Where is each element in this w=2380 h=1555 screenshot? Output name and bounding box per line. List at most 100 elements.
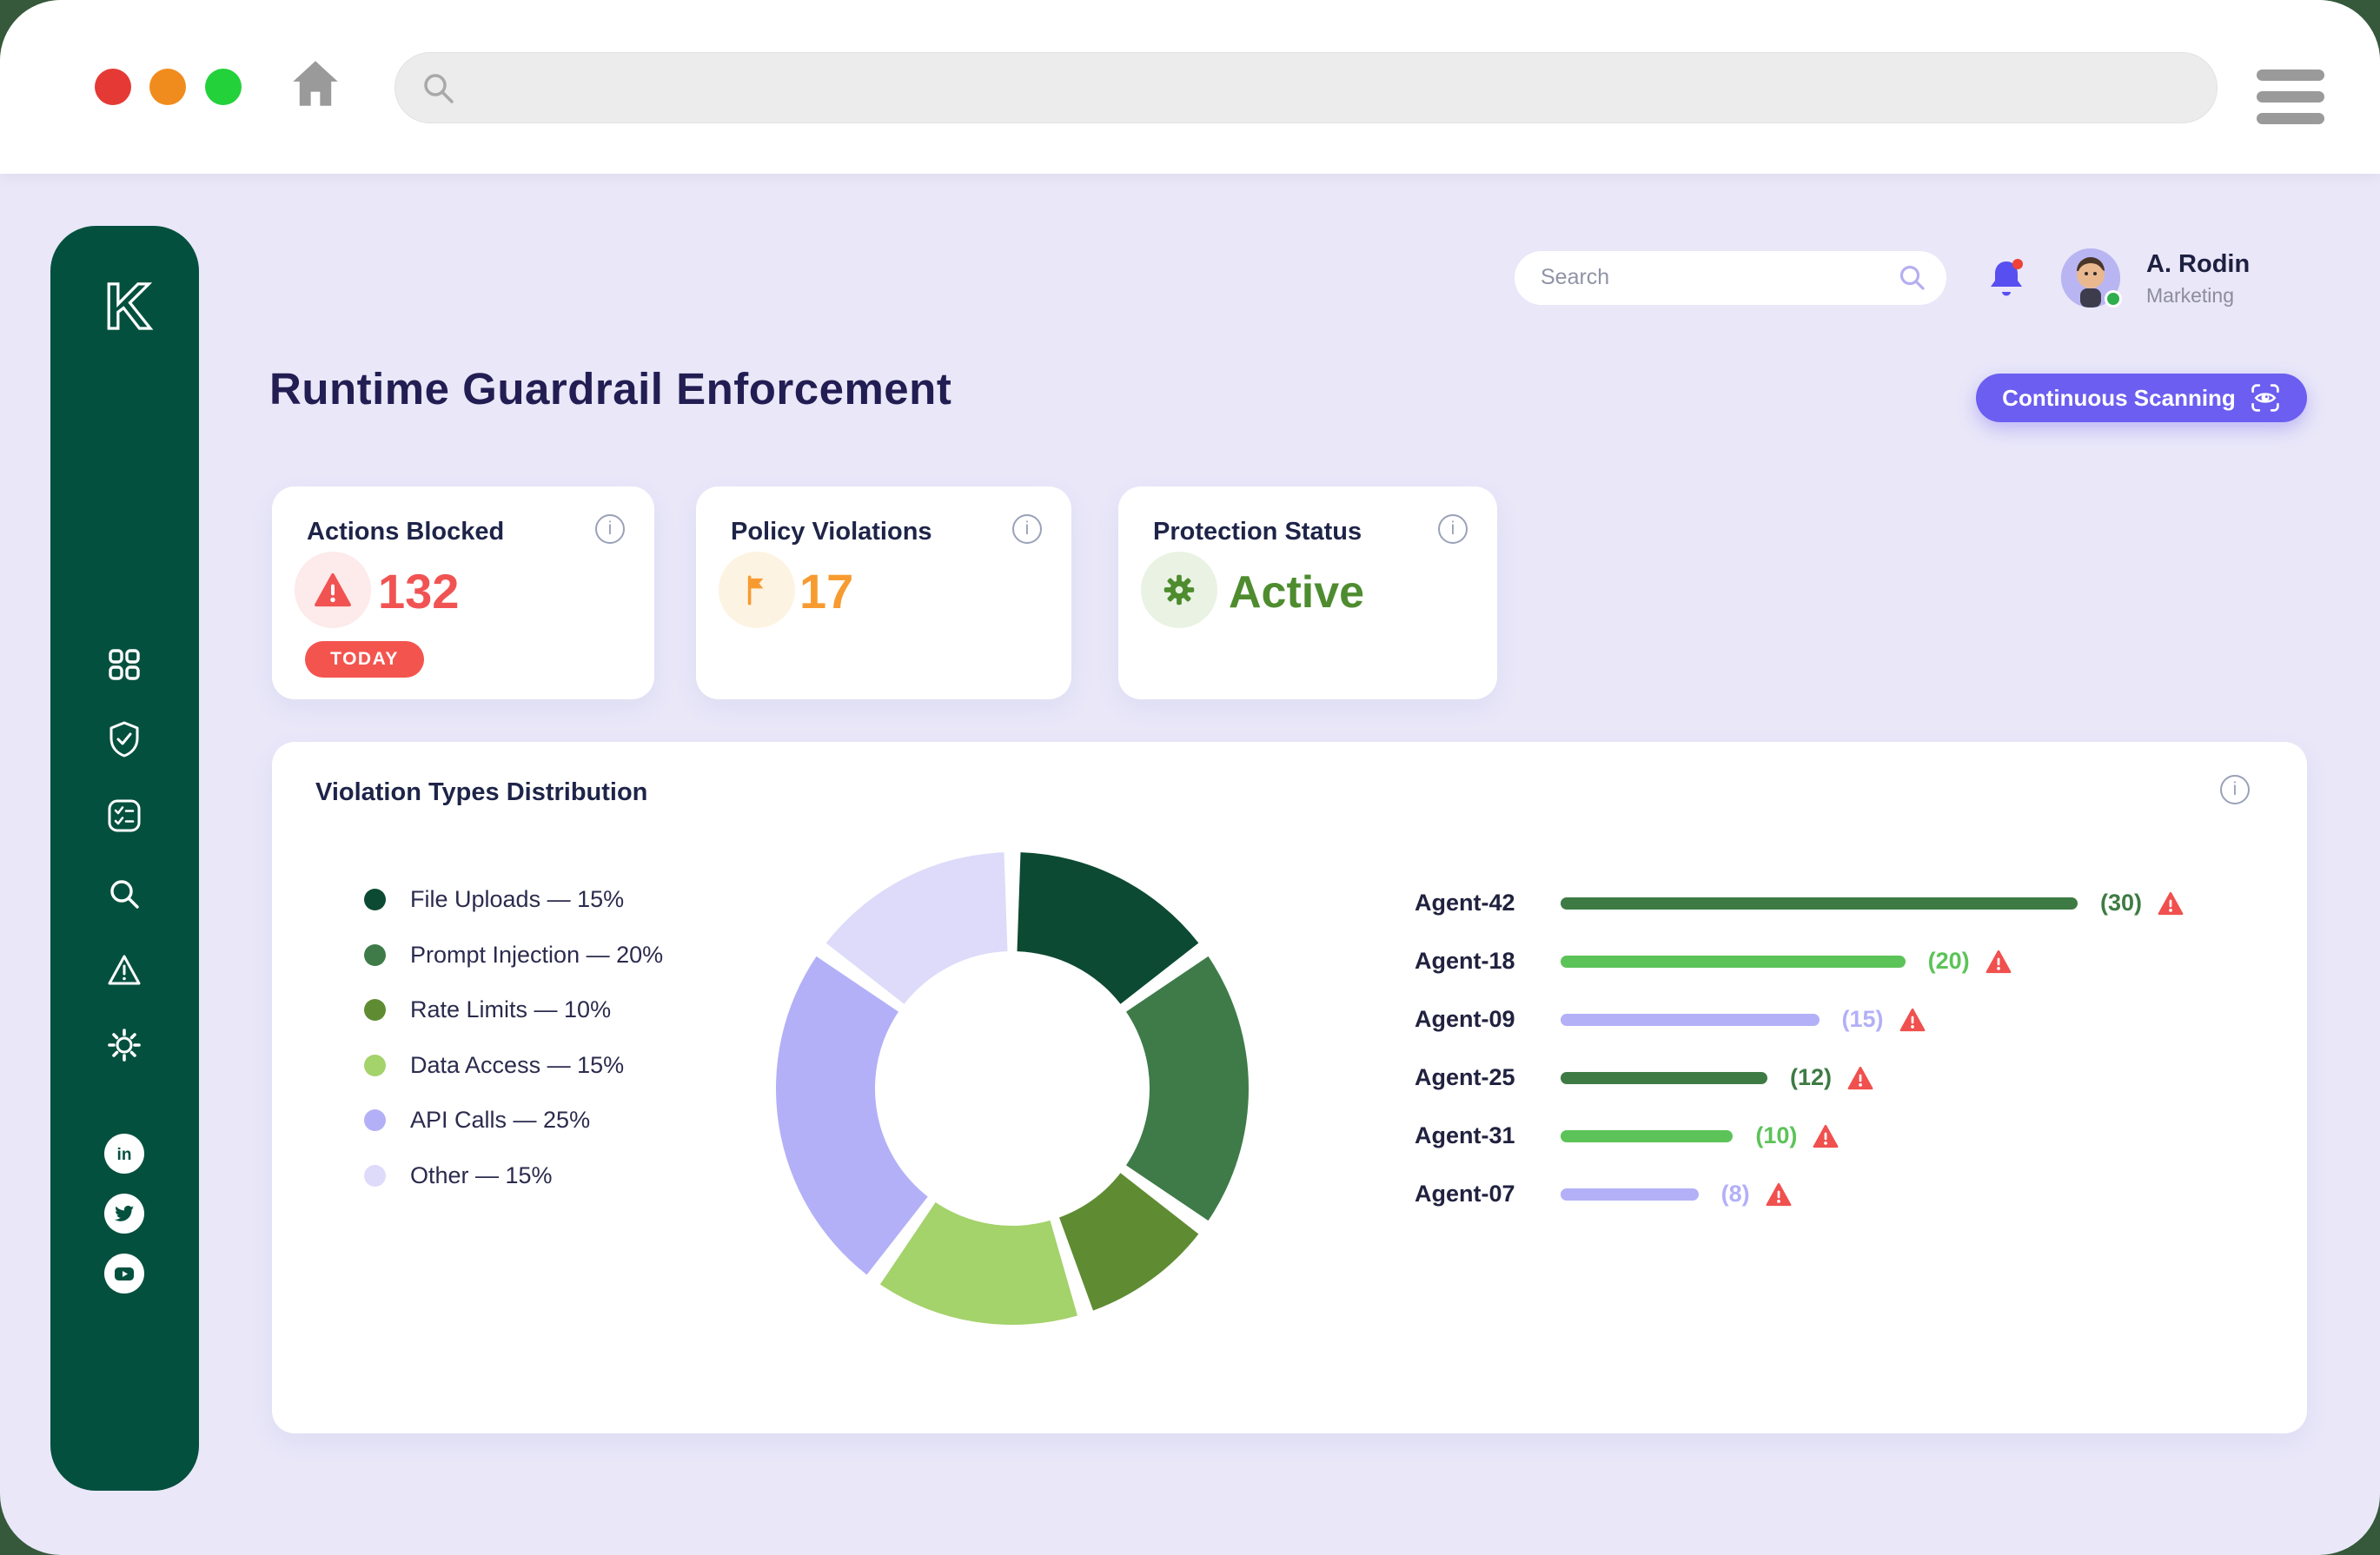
legend-label: Other — 15% [410, 1162, 553, 1189]
legend-label: Rate Limits — 10% [410, 996, 611, 1023]
browser-search-input[interactable] [474, 53, 2168, 122]
browser-chrome [0, 0, 2380, 174]
card-title: Protection Status [1153, 518, 1362, 546]
continuous-scanning-button[interactable]: Continuous Scanning [1976, 374, 2307, 422]
warning-triangle-icon[interactable] [1899, 1008, 1926, 1032]
brand-logo-k[interactable]: K [90, 271, 165, 346]
legend-label: API Calls — 25% [410, 1107, 590, 1134]
youtube-icon[interactable] [104, 1254, 144, 1294]
legend-dot [364, 944, 386, 966]
search-icon[interactable] [104, 874, 144, 914]
search-icon [420, 69, 458, 108]
legend-label: Data Access — 15% [410, 1052, 624, 1079]
agent-row: Agent-18 (20) [1415, 932, 2184, 990]
traffic-light-minimize[interactable] [149, 69, 186, 105]
legend-item: API Calls — 25% [364, 1093, 663, 1148]
donut-slice-prompt-injection[interactable] [1126, 956, 1249, 1221]
donut-slice-api-calls[interactable] [776, 956, 928, 1274]
warning-triangle-icon[interactable] [1847, 1066, 1873, 1090]
alerts-warning-icon[interactable] [104, 950, 144, 990]
notification-bell-icon[interactable] [1985, 256, 2028, 300]
policy-checklist-icon[interactable] [104, 796, 144, 836]
legend-dot [364, 999, 386, 1021]
agent-row: Agent-42 (30) [1415, 874, 2184, 932]
info-icon[interactable]: i [1012, 514, 1042, 544]
legend-dot [364, 889, 386, 910]
sidebar: K [50, 226, 199, 1491]
linkedin-icon[interactable]: in [104, 1134, 144, 1174]
warning-triangle-icon[interactable] [1813, 1124, 1839, 1148]
agent-row: Agent-07 (8) [1415, 1165, 2184, 1223]
protection-gear-icon [1141, 552, 1217, 628]
donut-slice-other[interactable] [826, 852, 1008, 1004]
legend-item: File Uploads — 15% [364, 872, 663, 928]
browser-search-bar[interactable] [394, 52, 2218, 123]
warning-triangle-icon[interactable] [2158, 891, 2184, 916]
notification-dot [2012, 259, 2023, 269]
agent-label: Agent-07 [1415, 1181, 1561, 1208]
card-title: Actions Blocked [307, 518, 504, 546]
agent-label: Agent-18 [1415, 948, 1561, 975]
protection-status-value: Active [1229, 566, 1364, 619]
agent-label: Agent-09 [1415, 1006, 1561, 1033]
warning-triangle-icon[interactable] [1766, 1182, 1792, 1207]
user-role: Marketing [2146, 284, 2234, 308]
actions-blocked-value: 132 [378, 563, 459, 619]
agent-violations-value: (20) [1928, 948, 1970, 975]
agent-violations-value: (12) [1790, 1064, 1832, 1091]
legend-label: File Uploads — 15% [410, 886, 624, 913]
actions-blocked-card: Actions Blocked i 132 TODAY [272, 486, 654, 699]
agent-row: Agent-09(15) [1415, 990, 2184, 1049]
agent-row: Agent-31(10) [1415, 1107, 2184, 1165]
dashboard-search-input[interactable] [1541, 251, 1888, 303]
blocked-warning-icon [295, 552, 371, 628]
agent-label: Agent-42 [1415, 890, 1561, 916]
agent-label: Agent-25 [1415, 1064, 1561, 1091]
agent-violations-bar [1561, 956, 1906, 968]
distribution-card-title: Violation Types Distribution [315, 778, 647, 807]
info-icon[interactable]: i [595, 514, 625, 544]
traffic-light-maximize[interactable] [205, 69, 242, 105]
svg-text:in: in [117, 1146, 132, 1164]
info-icon[interactable]: i [2220, 775, 2250, 804]
legend-dot [364, 1165, 386, 1187]
dashboard-search-bar[interactable] [1515, 251, 1946, 305]
search-icon [1898, 263, 1927, 293]
donut-legend: File Uploads — 15% Prompt Injection — 20%… [364, 872, 663, 1203]
user-name: A. Rodin [2146, 250, 2250, 279]
settings-gear-icon[interactable] [104, 1025, 144, 1065]
legend-dot [364, 1109, 386, 1131]
flag-icon [719, 552, 795, 628]
online-status-dot [2105, 290, 2122, 308]
warning-triangle-icon[interactable] [1986, 950, 2012, 974]
policy-violations-card: Policy Violations i 17 [696, 486, 1071, 699]
page-title: Runtime Guardrail Enforcement [269, 363, 951, 414]
protection-status-card: Protection Status i Active [1118, 486, 1497, 699]
card-title: Policy Violations [731, 518, 932, 546]
legend-item: Prompt Injection — 20% [364, 928, 663, 983]
agent-violations-value: (10) [1755, 1122, 1797, 1149]
donut-slice-data-access[interactable] [880, 1202, 1077, 1325]
app-window: K [0, 0, 2380, 1555]
agent-violations-value: (30) [2100, 890, 2142, 916]
dashboard-grid-icon[interactable] [104, 645, 144, 685]
twitter-icon[interactable] [104, 1194, 144, 1234]
donut-slice-file-uploads[interactable] [1018, 852, 1199, 1004]
today-badge: TODAY [305, 641, 424, 678]
agent-violations-list: Agent-42(30)Agent-18(20)Agent-09(15)Agen… [1415, 874, 2184, 1223]
agent-violations-bar [1561, 897, 2078, 910]
traffic-light-close[interactable] [95, 69, 131, 105]
home-icon[interactable] [289, 57, 341, 109]
legend-item: Rate Limits — 10% [364, 983, 663, 1038]
agent-row: Agent-25 (12) [1415, 1049, 2184, 1107]
violation-types-donut-chart [743, 819, 1282, 1358]
legend-item: Data Access — 15% [364, 1038, 663, 1094]
shield-check-icon[interactable] [104, 719, 144, 759]
agent-violations-bar [1561, 1072, 1767, 1084]
continuous-scanning-label: Continuous Scanning [2002, 385, 2236, 412]
scan-eye-icon [2250, 382, 2281, 414]
agent-violations-value: (8) [1721, 1181, 1750, 1208]
menu-hamburger-icon[interactable] [2257, 69, 2324, 135]
legend-item: Other — 15% [364, 1148, 663, 1204]
info-icon[interactable]: i [1438, 514, 1468, 544]
